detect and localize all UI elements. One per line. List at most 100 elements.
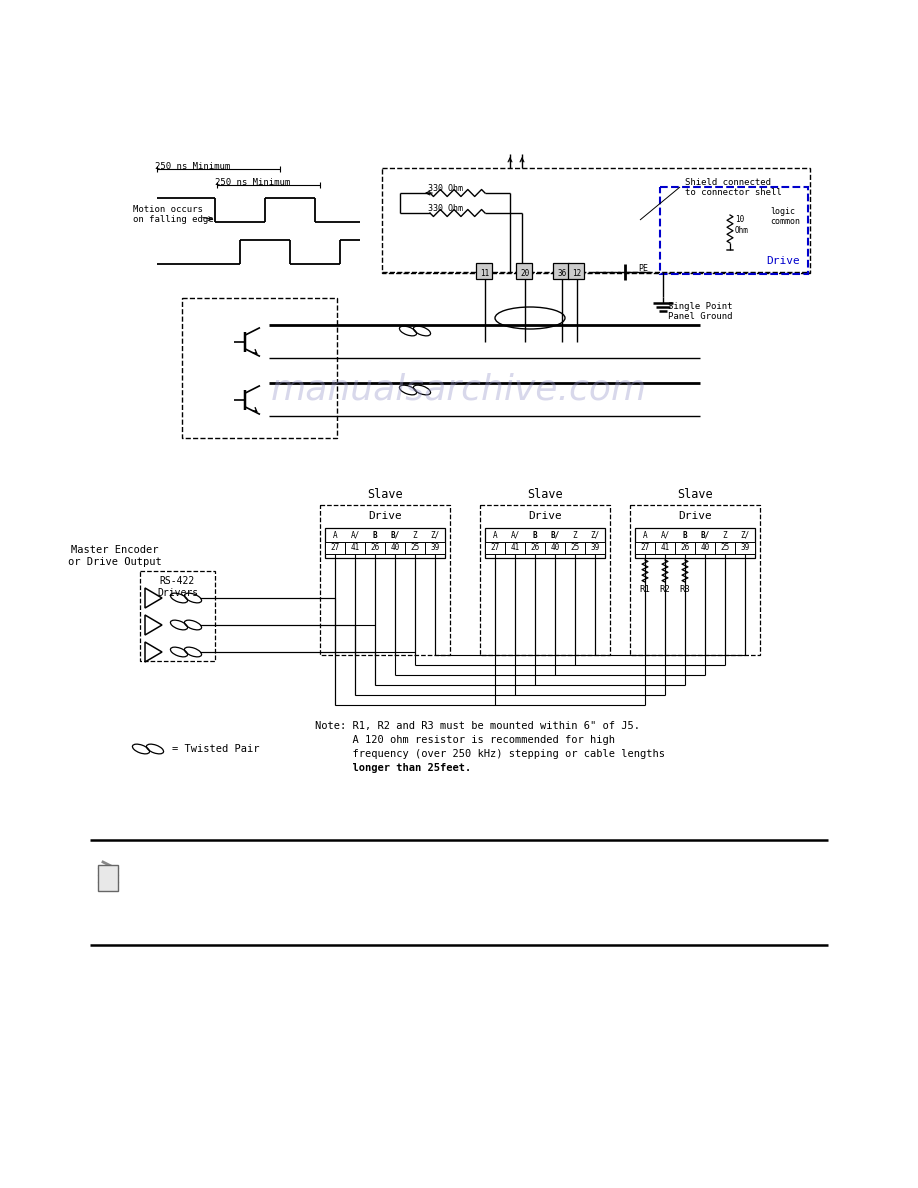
Bar <box>476 263 492 279</box>
Bar <box>655 542 675 554</box>
Bar <box>565 542 585 554</box>
Text: 10
Ohm: 10 Ohm <box>735 215 749 235</box>
Text: 25: 25 <box>721 543 730 552</box>
Bar <box>320 505 450 655</box>
Text: R2: R2 <box>660 584 670 594</box>
Text: B/: B/ <box>551 531 560 541</box>
Bar <box>365 542 385 554</box>
Text: = Twisted Pair: = Twisted Pair <box>172 744 260 754</box>
Text: PE: PE <box>638 264 648 273</box>
Bar <box>715 542 735 554</box>
Text: Shield connected
to connector shell: Shield connected to connector shell <box>685 178 782 197</box>
Text: 41: 41 <box>510 543 520 552</box>
Text: 39: 39 <box>431 543 440 552</box>
Bar <box>735 542 755 554</box>
Text: A 120 ohm resistor is recommended for high: A 120 ohm resistor is recommended for hi… <box>315 735 615 745</box>
Text: Z: Z <box>573 531 577 541</box>
Text: A: A <box>643 531 647 541</box>
Text: 26: 26 <box>531 543 540 552</box>
Text: Drive: Drive <box>528 511 562 522</box>
Bar <box>385 542 405 554</box>
Text: A/: A/ <box>351 531 360 541</box>
Text: 11: 11 <box>480 268 489 278</box>
Text: Single Point
Panel Ground: Single Point Panel Ground <box>668 302 733 322</box>
Bar <box>675 542 695 554</box>
Text: 330 Ohm: 330 Ohm <box>428 204 463 213</box>
Text: B/: B/ <box>700 531 710 541</box>
Bar <box>480 505 610 655</box>
Bar <box>98 865 118 891</box>
Text: 41: 41 <box>660 543 669 552</box>
Text: A/: A/ <box>510 531 520 541</box>
Bar <box>525 542 545 554</box>
Text: 27: 27 <box>641 543 650 552</box>
Text: B: B <box>373 531 377 541</box>
Text: Slave: Slave <box>677 488 712 501</box>
Text: B: B <box>532 531 537 541</box>
Text: 39: 39 <box>590 543 599 552</box>
Text: 40: 40 <box>700 543 710 552</box>
Bar <box>382 168 810 273</box>
Bar <box>485 542 505 554</box>
Text: 27: 27 <box>490 543 499 552</box>
Bar <box>425 542 445 554</box>
Bar <box>505 542 525 554</box>
Text: Slave: Slave <box>367 488 403 501</box>
Text: B: B <box>683 531 688 541</box>
Bar <box>568 263 584 279</box>
Text: Drive: Drive <box>767 255 800 266</box>
Text: 25: 25 <box>570 543 579 552</box>
Text: manualsarchive.com: manualsarchive.com <box>271 373 647 407</box>
Text: 27: 27 <box>330 543 340 552</box>
Bar <box>635 527 755 558</box>
Text: 40: 40 <box>551 543 560 552</box>
Bar <box>660 187 808 274</box>
Bar <box>635 542 655 554</box>
Text: longer than 25feet.: longer than 25feet. <box>315 763 471 773</box>
Text: A: A <box>332 531 337 541</box>
Text: Note: R1, R2 and R3 must be mounted within 6" of J5.: Note: R1, R2 and R3 must be mounted with… <box>315 721 640 731</box>
Bar <box>545 542 565 554</box>
Bar <box>585 542 605 554</box>
Text: 250 ns Minimum: 250 ns Minimum <box>155 162 230 171</box>
Text: 330 Ohm: 330 Ohm <box>428 184 463 192</box>
Text: 40: 40 <box>390 543 399 552</box>
Text: Drive: Drive <box>678 511 711 522</box>
Text: Z/: Z/ <box>431 531 440 541</box>
Text: RS-422
Drivers: RS-422 Drivers <box>157 576 198 598</box>
Text: Motion occurs
on falling edge: Motion occurs on falling edge <box>133 206 214 225</box>
Text: 39: 39 <box>741 543 750 552</box>
Text: 26: 26 <box>680 543 689 552</box>
Text: 26: 26 <box>370 543 380 552</box>
Text: Z: Z <box>722 531 727 541</box>
Text: Z/: Z/ <box>590 531 599 541</box>
Text: Slave: Slave <box>527 488 563 501</box>
Text: B/: B/ <box>390 531 399 541</box>
Text: Master Encoder
or Drive Output: Master Encoder or Drive Output <box>68 545 162 567</box>
Text: Drive: Drive <box>368 511 402 522</box>
Bar <box>182 298 337 438</box>
Bar <box>630 505 760 655</box>
Text: 250 ns Minimum: 250 ns Minimum <box>215 178 290 187</box>
Bar <box>695 542 715 554</box>
Bar <box>516 263 532 279</box>
Text: 20: 20 <box>521 268 530 278</box>
Bar <box>405 542 425 554</box>
Bar <box>325 527 445 558</box>
Text: logic
common: logic common <box>770 207 800 227</box>
Text: 12: 12 <box>573 268 582 278</box>
Text: Z/: Z/ <box>741 531 750 541</box>
Bar <box>485 527 605 558</box>
Text: R3: R3 <box>679 584 690 594</box>
Text: 25: 25 <box>410 543 420 552</box>
Text: 41: 41 <box>351 543 360 552</box>
Text: frequency (over 250 kHz) stepping or cable lengths: frequency (over 250 kHz) stepping or cab… <box>315 748 665 759</box>
Bar <box>553 263 569 279</box>
Text: 36: 36 <box>557 268 566 278</box>
Text: Z: Z <box>413 531 418 541</box>
Text: R1: R1 <box>640 584 650 594</box>
Bar <box>325 542 345 554</box>
Text: A: A <box>493 531 498 541</box>
Bar <box>140 571 215 661</box>
Bar <box>345 542 365 554</box>
